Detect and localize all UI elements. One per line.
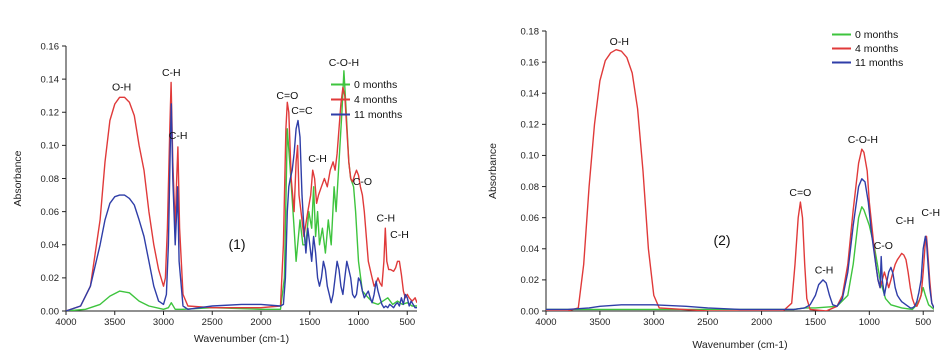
x-tick-label: 3500 — [104, 317, 125, 328]
peak-annotation: C-H — [390, 229, 409, 241]
x-tick-label: 3500 — [589, 317, 610, 328]
peak-annotation: O-H — [610, 36, 629, 48]
legend-entry-0-months: 0 months — [855, 29, 898, 41]
peak-annotation: C-H — [815, 265, 834, 277]
series-line-11-months — [546, 178, 934, 311]
y-tick-label: 0.00 — [41, 306, 60, 317]
y-tick-label: 0.10 — [41, 141, 60, 152]
x-tick-label: 2500 — [202, 317, 223, 328]
x-tick-label: 3000 — [153, 317, 174, 328]
x-tick-label: 4000 — [55, 317, 76, 328]
peak-annotation: C-O — [353, 176, 372, 188]
chart-panel-2: 0.00 0.02 0.04 0.06 0.08 0.10 0.12 0.14 0.16 0.18… — [487, 26, 940, 351]
x-tick-label: 2000 — [250, 317, 271, 328]
panel-label: (1) — [228, 236, 245, 252]
peak-annotation: C-H — [308, 153, 327, 165]
legend-entry-11-months: 11 months — [354, 109, 402, 121]
legend-entry-0-months: 0 months — [354, 79, 397, 91]
x-tick-label: 1000 — [859, 317, 880, 328]
x-tick-label: 500 — [915, 317, 931, 328]
y-tick-label: 0.16 — [41, 41, 60, 52]
x-axis-title: Wavenumber (cm-1) — [692, 339, 787, 351]
y-tick-label: 0.14 — [521, 89, 540, 100]
peak-annotation: C=C — [291, 105, 313, 117]
y-tick-label: 0.04 — [41, 240, 60, 251]
y-tick-label: 0.08 — [521, 182, 540, 193]
y-tick-label: 0.16 — [521, 57, 540, 68]
x-tick-label: 3000 — [643, 317, 664, 328]
y-tick-label: 0.02 — [521, 275, 540, 286]
legend-entry-11-months: 11 months — [855, 57, 903, 69]
series-line-4-months — [546, 49, 934, 311]
y-tick-label: 0.14 — [41, 74, 60, 85]
legend-entry-4-months: 4 months — [354, 94, 397, 106]
series-line-11-months — [66, 103, 417, 311]
x-axis-title: Wavenumber (cm-1) — [194, 333, 289, 345]
peak-annotation: C-O-H — [329, 57, 359, 69]
legend-entry-4-months: 4 months — [855, 43, 898, 55]
x-tick-label: 1500 — [805, 317, 826, 328]
y-axis-title: Absorbance — [487, 143, 499, 199]
y-tick-label: 0.12 — [41, 108, 60, 119]
x-tick-label: 2500 — [697, 317, 718, 328]
y-tick-label: 0.00 — [521, 306, 540, 317]
peak-annotation: C=O — [789, 187, 811, 199]
x-tick-label: 500 — [399, 317, 415, 328]
y-tick-label: 0.04 — [521, 244, 540, 255]
y-tick-label: 0.06 — [521, 213, 540, 224]
series-line-4-months — [66, 81, 417, 311]
chart-panel-1: 0.00 0.02 0.04 0.06 0.08 0.10 0.12 0.14 0.16 4000… — [12, 41, 417, 345]
y-tick-label: 0.10 — [521, 151, 540, 162]
y-tick-label: 0.12 — [521, 120, 540, 131]
peak-annotation: C-H — [376, 213, 395, 225]
peak-annotation: C=O — [276, 90, 298, 102]
peak-annotation: C-H — [169, 130, 188, 142]
x-tick-label: 1500 — [299, 317, 320, 328]
y-tick-label: 0.02 — [41, 273, 60, 284]
peak-annotation: O-H — [112, 82, 131, 94]
peak-annotation: C-H — [896, 215, 915, 227]
y-tick-label: 0.06 — [41, 207, 60, 218]
peak-annotation: C-H — [921, 207, 940, 219]
panel-label: (2) — [713, 232, 730, 248]
x-tick-label: 2000 — [751, 317, 772, 328]
peak-annotation: C-H — [162, 67, 181, 79]
y-axis-title: Absorbance — [12, 150, 24, 206]
x-tick-label: 1000 — [348, 317, 369, 328]
y-tick-label: 0.18 — [521, 26, 540, 37]
y-tick-label: 0.08 — [41, 174, 60, 185]
x-tick-label: 4000 — [535, 317, 556, 328]
peak-annotation: C-O-H — [848, 134, 878, 146]
peak-annotation: C-O — [874, 240, 893, 252]
